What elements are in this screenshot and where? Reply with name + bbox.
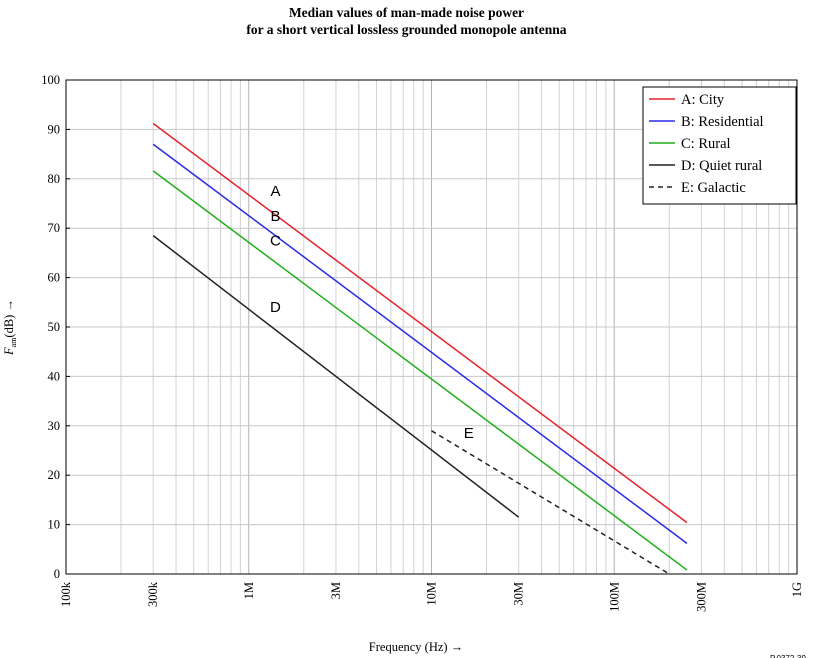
x-tick-label: 100k — [59, 581, 73, 607]
y-axis-tick-labels: 0 10 20 30 40 50 60 70 80 90 100 — [41, 73, 70, 581]
x-tick-label: 100M — [607, 582, 621, 612]
curve-label-d: D — [270, 299, 281, 316]
x-axis-label: Frequency (Hz) → — [369, 640, 463, 654]
x-tick-label: 30M — [512, 582, 526, 606]
chart-title: Median values of man-made noise power fo… — [0, 4, 813, 38]
y-axis-label-main: F — [2, 347, 16, 356]
chart-title-line-2: for a short vertical lossless grounded m… — [246, 22, 567, 37]
x-tick-label: 1G — [790, 582, 804, 597]
x-tick-label: 3M — [329, 582, 343, 599]
legend-entry: C: Rural — [681, 136, 731, 152]
y-tick-label: 100 — [41, 73, 60, 87]
y-tick-label: 10 — [48, 518, 61, 532]
series-line-a — [152, 122, 688, 524]
x-tick-label: 300k — [146, 581, 160, 607]
figure-id: P.0372-39 — [770, 654, 806, 658]
curve-label-c: C — [270, 232, 281, 249]
series-line-b — [152, 143, 688, 544]
x-tick-label: 10M — [425, 582, 439, 606]
x-tick-label: 1M — [242, 582, 256, 599]
y-axis-label: Fam(dB) → — [2, 299, 18, 356]
y-tick-label: 20 — [48, 468, 61, 482]
y-axis-label-unit: (dB) → — [2, 299, 16, 338]
legend-entry: A: City — [681, 92, 725, 108]
legend-entry: D: Quiet rural — [681, 158, 762, 174]
series-line-d — [152, 235, 520, 518]
curve-label-b: B — [270, 208, 280, 225]
series-line-c — [152, 170, 688, 571]
legend-box — [642, 86, 797, 205]
y-tick-label: 0 — [54, 567, 60, 581]
y-tick-label: 60 — [48, 271, 61, 285]
y-axis-label-subscript: am — [9, 337, 18, 348]
y-tick-label: 30 — [48, 419, 61, 433]
grid-lines — [66, 80, 797, 574]
legend: A: City B: Residential C: Rural D: Quiet ru… — [642, 86, 797, 205]
curve-label-a: A — [270, 183, 280, 200]
curve-label-e: E — [464, 425, 474, 442]
y-tick-label: 70 — [48, 221, 61, 235]
y-tick-label: 50 — [48, 320, 61, 334]
y-tick-label: 90 — [48, 122, 61, 136]
series-lines — [152, 122, 688, 575]
legend-entry: E: Galactic — [681, 180, 746, 196]
x-axis-tick-labels: 100k 300k 1M 3M 10M 30M 100M 300M 1G — [59, 581, 804, 612]
x-tick-label: 300M — [694, 582, 708, 612]
curve-letter-labels: ABC D E — [270, 183, 474, 442]
chart-title-line-1: Median values of man-made noise power — [288, 5, 525, 20]
y-tick-label: 80 — [48, 172, 61, 186]
legend-entry: B: Residential — [681, 114, 764, 130]
y-tick-label: 40 — [48, 369, 61, 383]
series-line-e — [431, 430, 670, 575]
